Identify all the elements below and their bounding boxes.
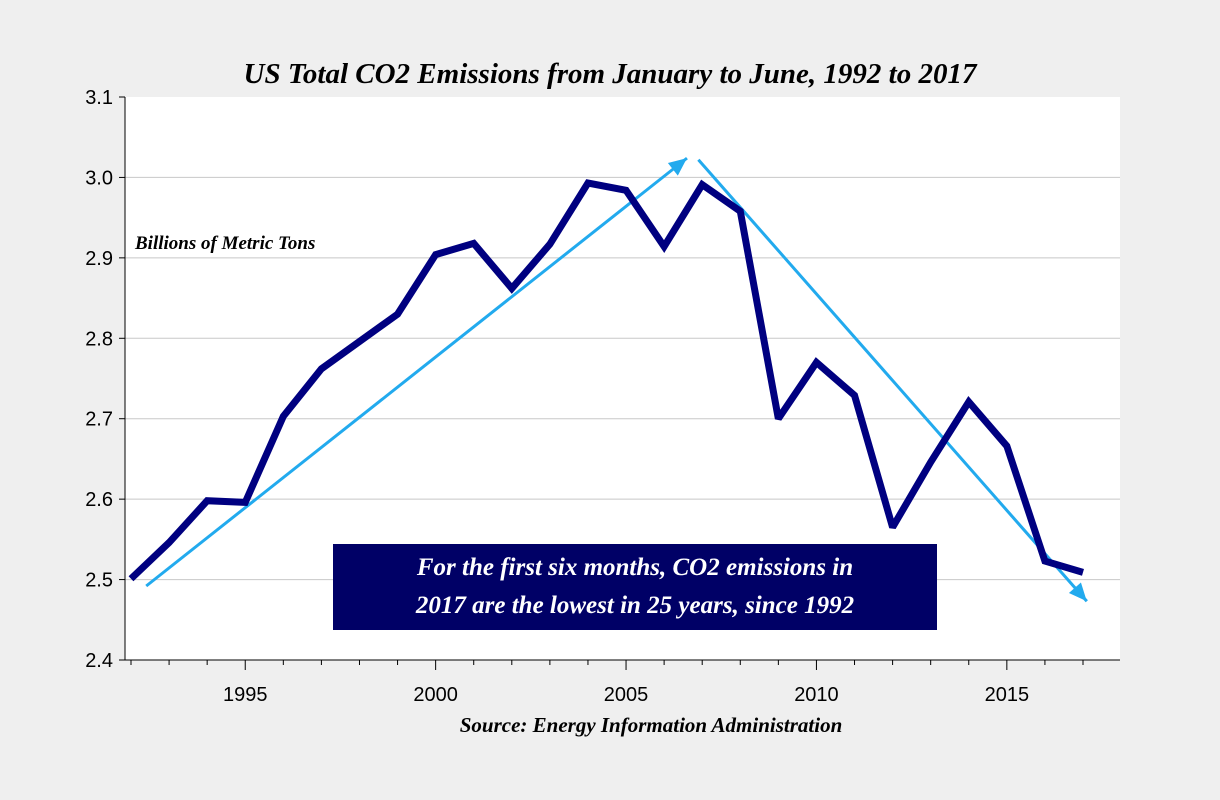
y-tick-labels: 2.4 2.5 2.6 2.7 2.8 2.9 3.0 3.1 — [85, 87, 113, 672]
x-tick-label: 2005 — [604, 684, 649, 706]
x-tick-label: 2000 — [413, 684, 458, 706]
trend-arrow-line — [697, 158, 1088, 603]
gridlines — [125, 176, 1120, 581]
series-lines — [128, 179, 1084, 582]
series-line — [128, 179, 1084, 582]
trend-arrow-head — [667, 158, 687, 176]
x-tick-label: 1995 — [223, 684, 268, 706]
units-label: Billions of Metric Tons — [134, 233, 315, 254]
y-tick-label: 2.6 — [85, 489, 113, 511]
y-tick-label: 2.4 — [85, 650, 113, 672]
axes — [119, 96, 1120, 670]
y-tick-label: 2.9 — [85, 248, 113, 270]
x-tick-label: 2015 — [985, 684, 1030, 706]
y-tick-label: 2.7 — [85, 409, 113, 431]
source-label: Source: Energy Information Administratio… — [460, 713, 843, 737]
y-tick-label: 2.5 — [85, 570, 113, 592]
chart-title: US Total CO2 Emissions from January to J… — [244, 58, 978, 90]
annotation-box: For the first six months, CO2 emissions … — [333, 544, 937, 630]
y-tick-label: 3.0 — [85, 167, 113, 189]
x-tick-labels: 1995 2000 2005 2010 2015 — [223, 684, 1029, 706]
x-tick-label: 2010 — [794, 684, 839, 706]
trend-arrow-line — [145, 156, 688, 588]
y-tick-label: 3.1 — [85, 87, 113, 109]
y-tick-label: 2.8 — [85, 328, 113, 350]
annotation-line-1: For the first six months, CO2 emissions … — [416, 554, 853, 581]
annotation-line-2: 2017 are the lowest in 25 years, since 1… — [415, 592, 854, 619]
trend-arrow-head — [1068, 582, 1087, 602]
trend-arrows — [145, 156, 1088, 603]
